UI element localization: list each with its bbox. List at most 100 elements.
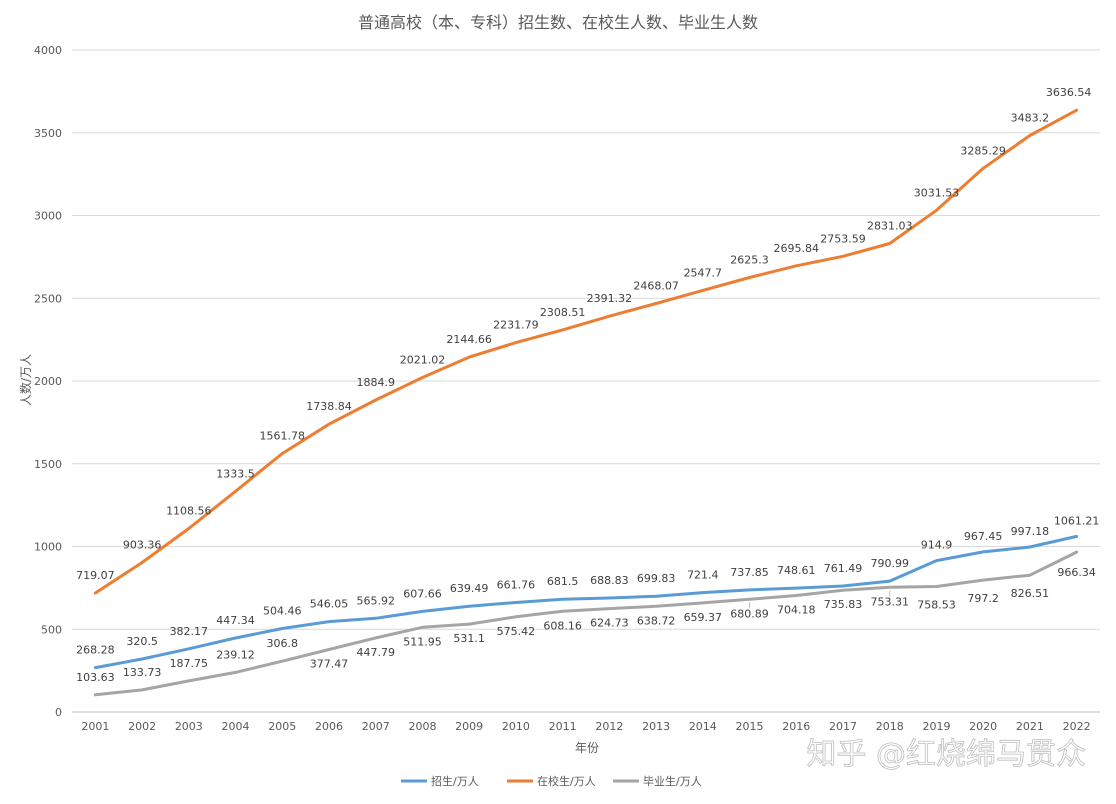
data-label: 790.99: [870, 557, 909, 570]
data-label: 1108.56: [166, 505, 212, 518]
data-label: 638.72: [637, 614, 676, 627]
y-axis-label: 人数/万人: [18, 354, 33, 406]
data-label: 661.76: [497, 578, 536, 591]
data-label: 903.36: [123, 538, 162, 551]
data-label: 187.75: [170, 657, 209, 670]
data-label: 133.73: [123, 666, 162, 679]
y-tick-label: 0: [55, 706, 62, 719]
x-tick-label: 2021: [1016, 720, 1044, 733]
x-tick-label: 2018: [876, 720, 904, 733]
y-tick-label: 3000: [34, 210, 62, 223]
data-label: 2625.3: [730, 254, 769, 267]
data-label: 1333.5: [216, 467, 255, 480]
x-tick-label: 2013: [642, 720, 670, 733]
data-label: 699.83: [637, 572, 676, 585]
x-tick-label: 2008: [408, 720, 436, 733]
data-label: 704.18: [777, 603, 816, 616]
x-tick-label: 2003: [175, 720, 203, 733]
y-tick-label: 4000: [34, 44, 62, 57]
data-label: 377.47: [310, 658, 349, 671]
data-label: 761.49: [824, 562, 863, 575]
data-label: 797.2: [967, 592, 999, 605]
legend-entry: 毕业生/万人: [643, 774, 702, 788]
chart-legend: 招生/万人 在校生/万人 毕业生/万人: [401, 774, 702, 788]
watermark: 知乎 @红烧绵马贯众: [806, 737, 1086, 772]
data-label: 2231.79: [493, 319, 539, 332]
data-label: 382.17: [170, 625, 209, 638]
data-label: 320.5: [126, 635, 158, 648]
data-label: 607.66: [403, 587, 442, 600]
data-label: 681.5: [547, 575, 579, 588]
data-label: 624.73: [590, 617, 629, 630]
grid-lines: [72, 49, 1100, 713]
x-tick-label: 2011: [549, 720, 577, 733]
x-tick-label: 2010: [502, 720, 530, 733]
x-tick-label: 2015: [736, 720, 764, 733]
data-label: 1061.21: [1054, 514, 1100, 527]
series-line: [93, 550, 1079, 697]
data-label: 3285.29: [960, 144, 1006, 157]
data-label: 546.05: [310, 598, 349, 611]
data-label: 997.18: [1011, 525, 1050, 538]
x-tick-label: 2009: [455, 720, 483, 733]
x-tick-label: 2001: [81, 720, 109, 733]
data-label: 2547.7: [684, 266, 723, 279]
data-label: 504.46: [263, 605, 302, 618]
data-label: 967.45: [964, 530, 1003, 543]
data-label: 2831.03: [867, 219, 913, 232]
x-tick-label: 2019: [922, 720, 950, 733]
data-label: 565.92: [356, 594, 395, 607]
data-label: 2753.59: [820, 232, 866, 245]
data-label: 914.9: [921, 539, 953, 552]
data-label: 447.79: [356, 646, 395, 659]
data-label: 306.8: [267, 637, 299, 650]
y-tick-label: 2500: [34, 292, 62, 305]
data-label: 575.42: [497, 625, 536, 638]
y-tick-label: 500: [41, 623, 62, 636]
data-label: 103.63: [76, 671, 115, 684]
x-tick-label: 2014: [689, 720, 717, 733]
data-label: 2021.02: [400, 354, 446, 367]
x-tick-label: 2004: [222, 720, 250, 733]
x-tick-label: 2017: [829, 720, 857, 733]
data-label: 966.34: [1057, 566, 1096, 579]
x-tick-label: 2012: [595, 720, 623, 733]
x-tick-label: 2022: [1063, 720, 1091, 733]
series-line: [93, 108, 1079, 595]
data-label: 511.95: [403, 635, 442, 648]
data-label: 608.16: [543, 619, 582, 632]
x-tick-label: 2002: [128, 720, 156, 733]
data-label: 3031.53: [914, 186, 960, 199]
data-labels: 268.28 320.5 382.17 447.34 504.46 546.05 565.9…: [76, 86, 1099, 684]
data-label: 531.1: [453, 632, 485, 645]
data-label: 688.83: [590, 574, 629, 587]
data-label: 1561.78: [260, 430, 306, 443]
data-label: 268.28: [76, 644, 115, 657]
data-label: 680.89: [730, 607, 769, 620]
x-tick-label: 2016: [782, 720, 810, 733]
y-tick-label: 1000: [34, 541, 62, 554]
data-label: 2308.51: [540, 306, 586, 319]
series-lines: [93, 108, 1079, 697]
y-tick-label: 2000: [34, 375, 62, 388]
data-label: 735.83: [824, 598, 863, 611]
data-label: 659.37: [684, 611, 723, 624]
series-line: [93, 534, 1079, 670]
data-label: 737.85: [730, 566, 769, 579]
data-label: 3483.2: [1011, 112, 1050, 125]
x-tick-label: 2005: [268, 720, 296, 733]
data-label: 2391.32: [587, 292, 633, 305]
chart-title: 普通高校（本、专科）招生数、在校生人数、毕业生人数: [358, 13, 758, 32]
y-axis-ticks: 0 500 1000 1500 2000 2500 3000 3500 4000: [34, 44, 62, 719]
x-tick-label: 2007: [362, 720, 390, 733]
data-label: 3636.54: [1046, 86, 1092, 99]
data-label: 719.07: [76, 569, 115, 582]
data-label: 1738.84: [306, 400, 352, 413]
data-label: 826.51: [1011, 587, 1050, 600]
data-label: 447.34: [216, 614, 255, 627]
y-tick-label: 1500: [34, 458, 62, 471]
x-axis-label: 年份: [575, 741, 599, 755]
data-label: 2695.84: [774, 242, 820, 255]
